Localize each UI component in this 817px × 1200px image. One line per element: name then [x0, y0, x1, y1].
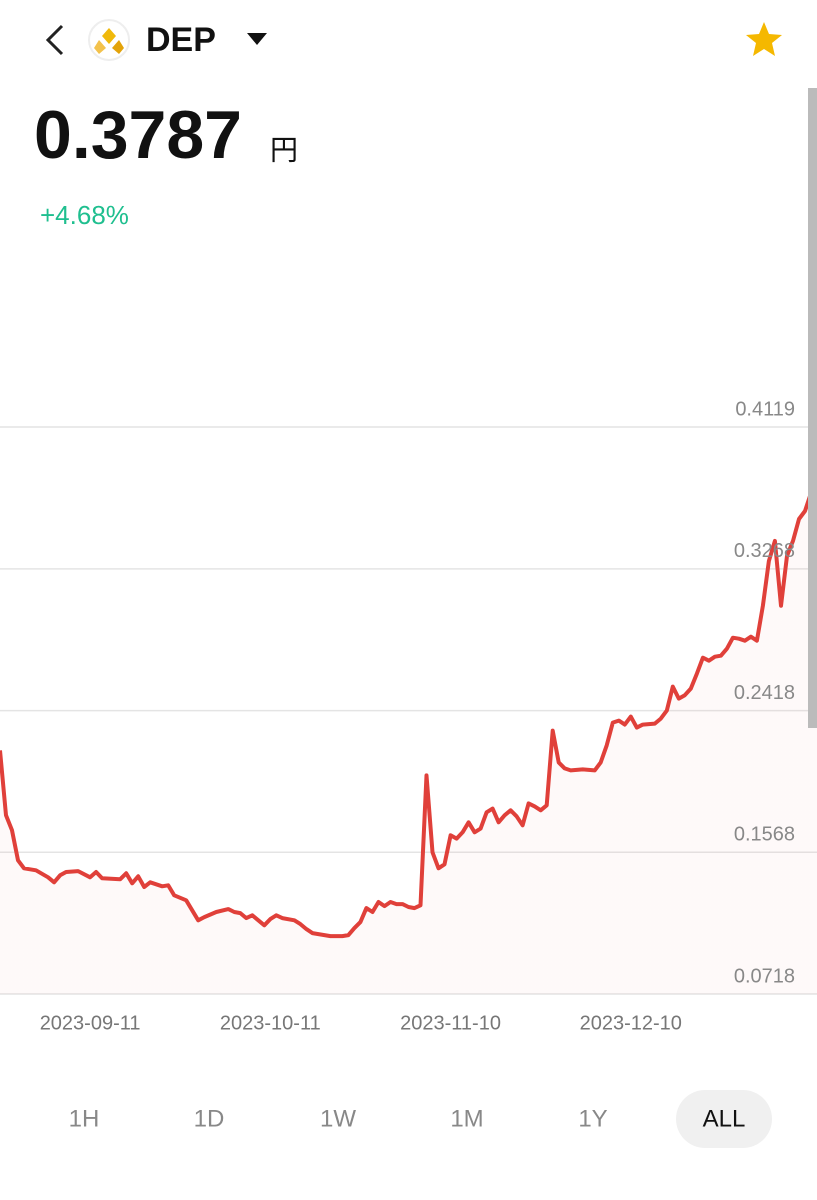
y-tick-label: 0.0718: [734, 965, 795, 987]
range-tab[interactable]: 1W: [320, 1105, 356, 1132]
favorite-star[interactable]: [746, 22, 782, 56]
range-tab[interactable]: 1Y: [578, 1105, 607, 1132]
range-tab[interactable]: 1M: [450, 1105, 483, 1132]
y-tick-label: 0.4119: [735, 398, 795, 420]
scrollbar: [808, 88, 817, 728]
range-tabs: 1H 1D 1W 1M 1Y ALL: [69, 1090, 772, 1148]
back-button[interactable]: [45, 24, 64, 56]
y-tick-label: 0.3268: [734, 540, 795, 562]
symbol: DEP: [146, 21, 216, 59]
price-unit: 円: [270, 134, 298, 165]
symbol-dropdown[interactable]: [247, 33, 267, 45]
price-change: +4.68%: [40, 200, 129, 230]
area-fill: [0, 485, 817, 994]
x-tick-label: 2023-09-11: [40, 1012, 141, 1034]
y-tick-label: 0.1568: [734, 824, 795, 846]
x-tick-label: 2023-11-10: [400, 1012, 501, 1034]
range-tab[interactable]: 1H: [69, 1105, 100, 1132]
range-tab[interactable]: 1D: [194, 1105, 225, 1132]
x-tick-label: 2023-12-10: [580, 1012, 682, 1034]
tab-selected-bg: [676, 1090, 772, 1148]
y-tick-label: 0.2418: [734, 682, 795, 704]
x-tick-label: 2023-10-11: [220, 1012, 321, 1034]
price-line: [0, 483, 817, 939]
coin-logo: [88, 19, 130, 61]
price: 0.3787: [34, 97, 242, 173]
range-tab[interactable]: ALL: [703, 1105, 746, 1132]
chart: 0.4119 0.3268 0.2418 0.1568 0.0718 2023-09-11…: [0, 398, 817, 1034]
